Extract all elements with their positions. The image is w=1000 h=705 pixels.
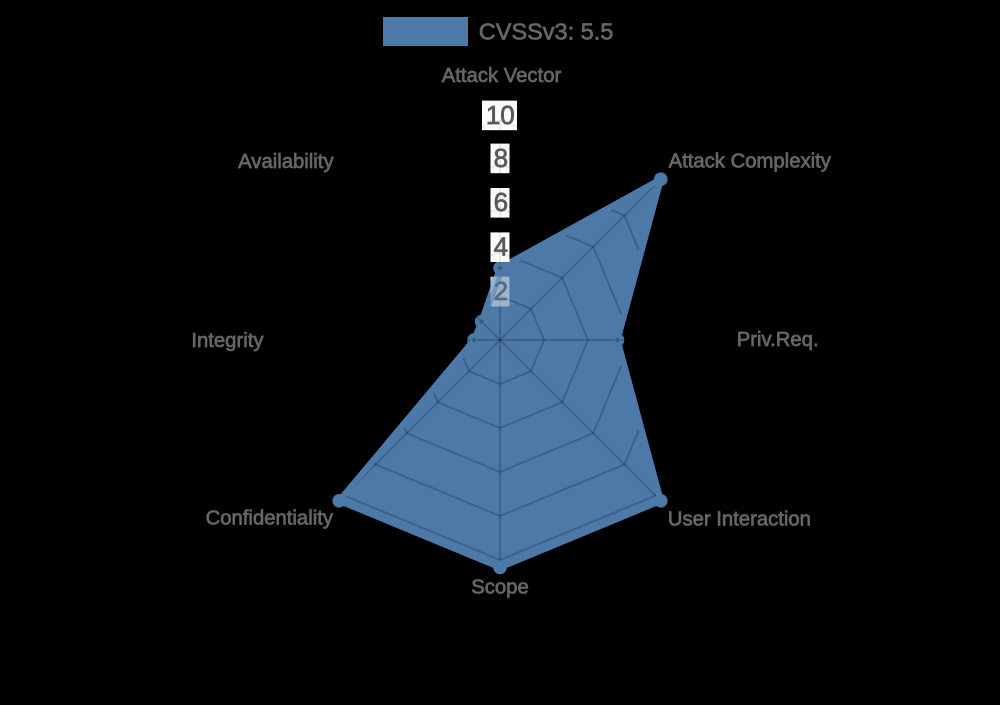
svg-text:6: 6: [494, 187, 508, 217]
svg-text:Attack Complexity: Attack Complexity: [669, 151, 832, 173]
svg-text:10: 10: [486, 100, 515, 130]
svg-text:CVSSv3: 5.5: CVSSv3: 5.5: [479, 18, 614, 44]
svg-text:Attack Vector: Attack Vector: [442, 65, 562, 87]
svg-text:Scope: Scope: [471, 576, 529, 598]
svg-text:4: 4: [494, 232, 508, 262]
svg-text:Integrity: Integrity: [191, 330, 264, 352]
svg-text:Availability: Availability: [238, 151, 334, 173]
svg-text:8: 8: [494, 143, 508, 173]
svg-text:Confidentiality: Confidentiality: [206, 507, 334, 529]
svg-text:Priv.Req.: Priv.Req.: [737, 329, 819, 351]
svg-text:User Interaction: User Interaction: [668, 509, 811, 531]
